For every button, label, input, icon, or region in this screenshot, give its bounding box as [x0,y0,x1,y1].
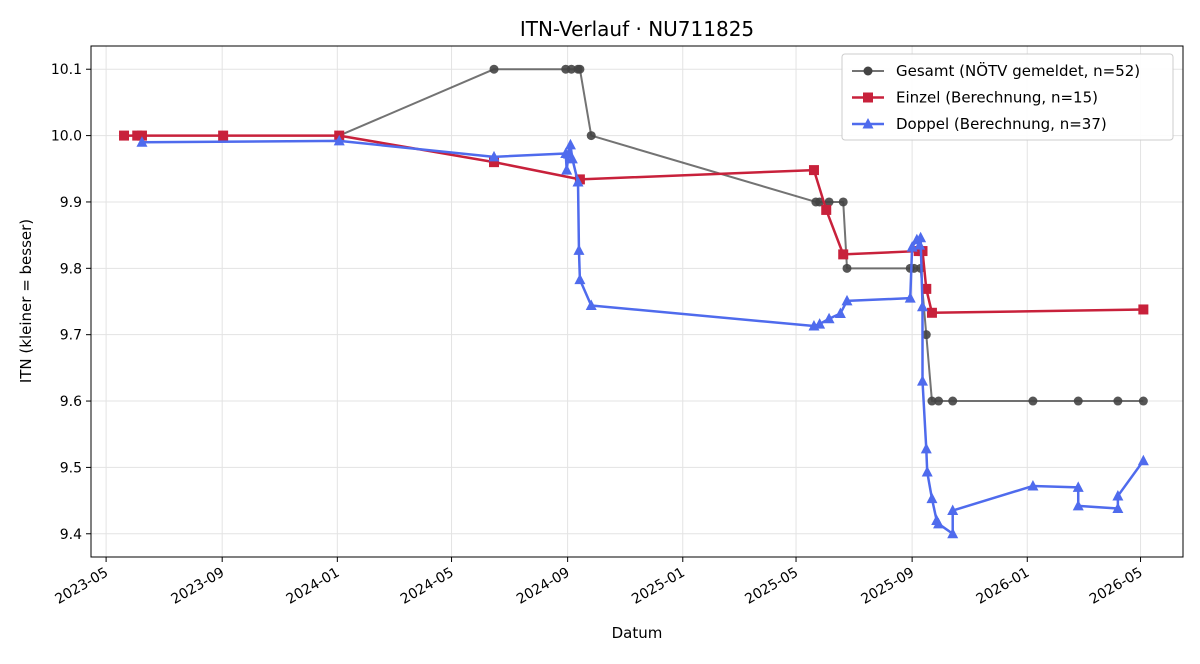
y-tick-label: 10.0 [51,129,82,145]
data-point [915,231,927,243]
data-point [917,300,929,312]
data-point [1138,396,1148,406]
chart-title: ITN-Verlauf · NU711825 [520,17,754,41]
data-point [333,134,345,146]
data-point [573,244,585,255]
data-point [917,375,929,386]
data-point [927,396,937,406]
legend-label: Gesamt (NÖTV gemeldet, n=52) [896,61,1140,80]
data-point [561,164,573,175]
data-point [566,152,578,164]
y-tick-label: 9.9 [60,195,82,211]
y-axis-label: ITN (kleiner = besser) [17,219,35,383]
data-point [933,517,945,529]
data-point [1137,454,1149,466]
data-point [1112,502,1124,514]
y-tick-label: 9.7 [60,328,82,344]
data-point [572,176,584,187]
data-point [926,307,937,318]
data-point [574,273,586,285]
data-point [841,294,853,306]
legend: Gesamt (NÖTV gemeldet, n=52) Einzel (Bere… [841,53,1174,141]
data-point [1073,396,1083,406]
data-point [136,130,147,141]
data-point [1072,499,1084,511]
data-point [1027,479,1039,491]
data-point [1112,489,1124,501]
data-point [921,330,931,340]
y-tick-label: 10.1 [51,62,82,78]
data-point [566,64,576,74]
data-point [1113,396,1123,406]
data-point [136,136,148,147]
y-tick-label: 9.8 [60,261,82,277]
data-point [564,138,576,150]
data-point [1072,481,1084,492]
plot-frame [90,45,1184,558]
data-point [838,197,848,207]
data-point [842,263,852,273]
legend-frame [841,53,1174,141]
data-point [914,239,926,250]
data-point [921,466,933,477]
legend-marker [863,92,873,103]
y-tick-label: 9.6 [60,394,82,410]
data-point [1138,304,1149,315]
x-axis-label: Datum [612,624,663,642]
y-tick-label: 9.5 [60,460,82,476]
data-point [585,299,597,310]
data-point [814,318,826,329]
legend-marker [863,66,873,76]
data-point [926,492,938,504]
data-point [575,64,585,74]
data-point [489,64,499,74]
data-point [934,396,944,406]
series-square [119,130,1149,318]
series-layer [119,64,1149,539]
data-point [586,131,596,141]
data-point [218,130,229,141]
data-point [489,157,500,168]
data-point [947,504,959,516]
data-point [808,165,819,176]
data-point [948,396,958,406]
legend-marker [862,118,874,129]
data-point [488,150,500,162]
legend-label: Einzel (Berechnung, n=15) [896,89,1098,107]
series-triangle [136,134,1149,539]
data-point [921,283,932,294]
data-point [821,204,832,215]
data-point [838,249,849,260]
data-point [920,442,932,454]
data-point [824,197,834,207]
data-point [119,130,130,141]
data-point [1028,396,1038,406]
data-point [823,312,835,324]
data-point [904,292,916,303]
data-point [574,174,585,185]
data-point [834,307,846,318]
y-tick-label: 9.4 [60,527,82,543]
data-point [917,246,928,257]
data-point [947,527,959,539]
legend-label: Doppel (Berechnung, n=37) [896,115,1107,133]
